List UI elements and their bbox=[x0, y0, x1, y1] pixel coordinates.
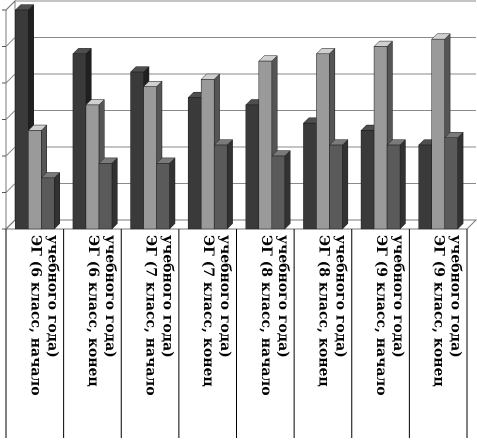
bar bbox=[98, 157, 118, 230]
bars bbox=[14, 3, 464, 230]
x-tick-label: ЭГ (9 класс, конецучебного года) bbox=[431, 235, 464, 387]
category-labels: ЭГ (6 класс, началоучебного года) ЭГ (6 к… bbox=[27, 235, 463, 396]
gridline-side bbox=[5, 110, 16, 120]
gridline-side bbox=[5, 73, 16, 84]
x-tick-label: ЭГ (8 класс, началоучебного года) bbox=[258, 235, 291, 396]
bar bbox=[271, 149, 291, 230]
bar bbox=[213, 139, 234, 230]
gridline-side bbox=[5, 183, 16, 193]
x-tick-label: ЭГ (9 класс, началоучебного года) bbox=[373, 235, 406, 396]
bar bbox=[40, 171, 61, 230]
x-tick-label: ЭГ (6 класс, конецучебного года) bbox=[85, 235, 118, 387]
bar bbox=[444, 131, 464, 230]
x-tick-label: ЭГ (6 класс, началоучебного года) bbox=[27, 235, 60, 396]
bar bbox=[328, 139, 349, 230]
x-tick-label: ЭГ (7 класс, конецучебного года) bbox=[200, 235, 233, 387]
x-tick-label: ЭГ (8 класс, конецучебного года) bbox=[315, 235, 348, 387]
gridline-side bbox=[5, 37, 16, 47]
bar bbox=[386, 139, 407, 230]
x-tick-label: ЭГ (7 класс, началоучебного года) bbox=[143, 235, 176, 396]
bar bbox=[155, 157, 176, 230]
gridline-side bbox=[5, 146, 16, 157]
